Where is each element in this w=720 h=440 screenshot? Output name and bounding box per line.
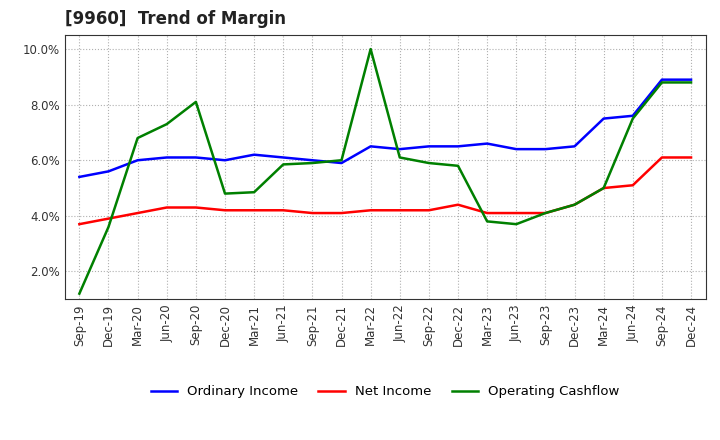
Net Income <box>104 216 113 221</box>
Line: Net Income: Net Income <box>79 158 691 224</box>
Line: Ordinary Income: Ordinary Income <box>79 80 691 177</box>
Ordinary Income <box>192 155 200 160</box>
Operating Cashflow <box>483 219 492 224</box>
Operating Cashflow <box>308 161 317 166</box>
Operating Cashflow <box>687 80 696 85</box>
Ordinary Income <box>75 174 84 180</box>
Net Income <box>687 155 696 160</box>
Operating Cashflow <box>657 80 666 85</box>
Operating Cashflow <box>425 161 433 166</box>
Operating Cashflow <box>279 162 287 167</box>
Ordinary Income <box>425 144 433 149</box>
Ordinary Income <box>570 144 579 149</box>
Operating Cashflow <box>192 99 200 105</box>
Ordinary Income <box>657 77 666 82</box>
Net Income <box>308 210 317 216</box>
Ordinary Income <box>687 77 696 82</box>
Operating Cashflow <box>220 191 229 196</box>
Ordinary Income <box>337 161 346 166</box>
Operating Cashflow <box>366 47 375 52</box>
Operating Cashflow <box>163 121 171 127</box>
Net Income <box>395 208 404 213</box>
Ordinary Income <box>220 158 229 163</box>
Ordinary Income <box>599 116 608 121</box>
Net Income <box>629 183 637 188</box>
Net Income <box>599 185 608 191</box>
Ordinary Income <box>541 147 550 152</box>
Net Income <box>512 210 521 216</box>
Net Income <box>366 208 375 213</box>
Operating Cashflow <box>629 116 637 121</box>
Ordinary Income <box>366 144 375 149</box>
Net Income <box>541 210 550 216</box>
Net Income <box>279 208 287 213</box>
Operating Cashflow <box>599 185 608 191</box>
Operating Cashflow <box>337 158 346 163</box>
Operating Cashflow <box>104 224 113 230</box>
Net Income <box>250 208 258 213</box>
Text: [9960]  Trend of Margin: [9960] Trend of Margin <box>65 10 286 28</box>
Net Income <box>220 208 229 213</box>
Ordinary Income <box>395 147 404 152</box>
Operating Cashflow <box>512 221 521 227</box>
Net Income <box>425 208 433 213</box>
Legend: Ordinary Income, Net Income, Operating Cashflow: Ordinary Income, Net Income, Operating C… <box>145 380 625 403</box>
Net Income <box>657 155 666 160</box>
Ordinary Income <box>250 152 258 158</box>
Ordinary Income <box>279 155 287 160</box>
Operating Cashflow <box>454 163 462 169</box>
Net Income <box>163 205 171 210</box>
Ordinary Income <box>629 113 637 118</box>
Net Income <box>133 210 142 216</box>
Ordinary Income <box>308 158 317 163</box>
Ordinary Income <box>512 147 521 152</box>
Operating Cashflow <box>133 136 142 141</box>
Net Income <box>483 210 492 216</box>
Net Income <box>192 205 200 210</box>
Ordinary Income <box>454 144 462 149</box>
Net Income <box>337 210 346 216</box>
Operating Cashflow <box>75 291 84 296</box>
Operating Cashflow <box>541 210 550 216</box>
Ordinary Income <box>163 155 171 160</box>
Ordinary Income <box>104 169 113 174</box>
Operating Cashflow <box>570 202 579 207</box>
Ordinary Income <box>483 141 492 146</box>
Net Income <box>75 221 84 227</box>
Net Income <box>454 202 462 207</box>
Net Income <box>570 202 579 207</box>
Operating Cashflow <box>250 190 258 195</box>
Operating Cashflow <box>395 155 404 160</box>
Ordinary Income <box>133 158 142 163</box>
Line: Operating Cashflow: Operating Cashflow <box>79 49 691 293</box>
